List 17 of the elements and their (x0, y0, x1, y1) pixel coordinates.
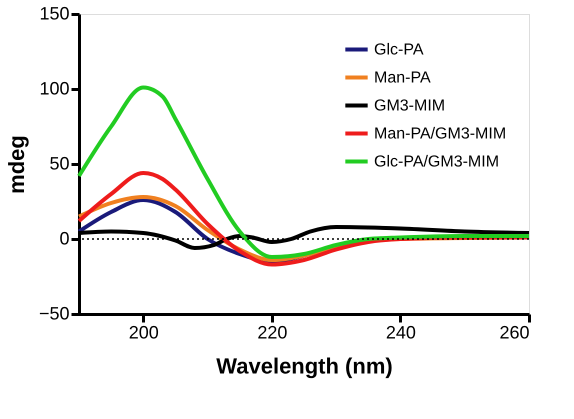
y-tick-label: 100 (39, 78, 70, 98)
y-tick-label: 50 (49, 154, 70, 174)
x-tick-label: 200 (128, 322, 159, 342)
y-tick-label: −50 (38, 304, 70, 324)
y-axis-title: mdeg (4, 135, 29, 194)
legend-label: Man-PA (374, 70, 431, 86)
x-tick-label: 220 (257, 322, 288, 342)
legend-label: Glc-PA (374, 42, 424, 58)
legend-label: Man-PA/GM3-MIM (374, 126, 506, 142)
x-tick-label: 260 (499, 322, 530, 342)
x-axis-title: Wavelength (nm) (216, 354, 393, 378)
y-tick-label: 0 (59, 228, 70, 248)
y-tick-label: 150 (39, 4, 70, 24)
legend-label: GM3-MIM (374, 98, 446, 114)
x-tick-label: 240 (386, 322, 416, 342)
legend-label: Glc-PA/GM3-MIM (374, 154, 500, 170)
line-series (77, 86, 531, 259)
